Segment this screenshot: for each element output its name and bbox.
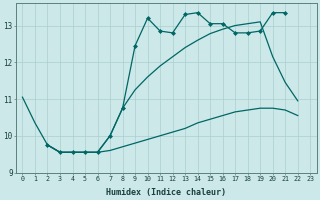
X-axis label: Humidex (Indice chaleur): Humidex (Indice chaleur) — [106, 188, 226, 197]
